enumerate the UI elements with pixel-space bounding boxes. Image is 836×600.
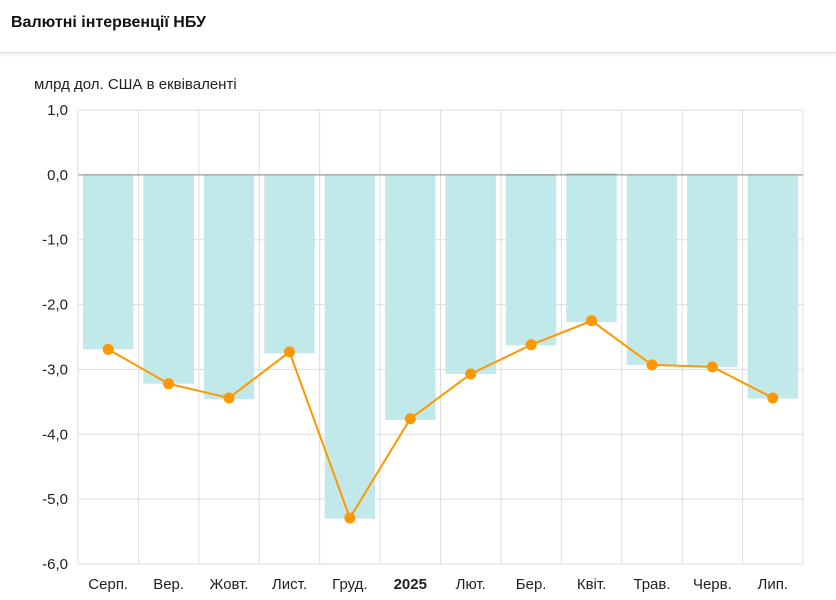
y-tick-label: -4,0 xyxy=(42,426,68,443)
x-tick-label: Лип. xyxy=(758,576,789,593)
x-tick-label: Лют. xyxy=(456,576,486,593)
bar-sales xyxy=(143,174,194,384)
net-point xyxy=(465,368,477,380)
header: Валютні інтервенції НБУ xyxy=(0,0,836,53)
x-tick-label: Трав. xyxy=(633,576,670,593)
bar-sales xyxy=(264,174,315,354)
net-point xyxy=(102,343,114,355)
net-point xyxy=(223,392,235,404)
net-point xyxy=(646,359,658,371)
bar-sales xyxy=(445,174,496,374)
x-tick-label: 2025 xyxy=(394,576,427,593)
bar-sales xyxy=(747,174,798,399)
bar-sales xyxy=(203,174,255,400)
net-point xyxy=(767,392,779,404)
y-tick-label: -6,0 xyxy=(42,556,68,573)
bar-sales xyxy=(83,174,134,350)
bar-sales xyxy=(385,174,436,421)
net-point xyxy=(163,378,175,390)
bar-sales xyxy=(324,174,376,519)
bar-sales xyxy=(505,174,557,346)
x-tick-label: Бер. xyxy=(516,576,547,593)
y-tick-label: -3,0 xyxy=(42,361,68,378)
net-point xyxy=(586,315,598,327)
net-point xyxy=(283,346,295,358)
net-point xyxy=(525,339,537,351)
bar-sales xyxy=(626,174,678,365)
net-point xyxy=(706,361,718,373)
net-point xyxy=(404,413,416,425)
y-tick-label: 0,0 xyxy=(47,167,68,184)
y-tick-label: -2,0 xyxy=(42,297,68,314)
x-tick-label: Черв. xyxy=(693,576,732,593)
bar-sales xyxy=(687,174,738,367)
bar-purchases xyxy=(566,173,617,176)
net-line xyxy=(107,319,774,521)
y-tick-label: 1,0 xyxy=(47,102,68,119)
x-tick-label: Лист. xyxy=(272,576,307,593)
y-tick-label: -1,0 xyxy=(42,232,68,249)
page-title: Валютні інтервенції НБУ xyxy=(11,14,206,31)
x-tick-label: Серп. xyxy=(88,576,128,593)
x-tick-label: Жовт. xyxy=(210,576,249,593)
y-tick-label: -5,0 xyxy=(42,491,68,508)
x-tick-label: Вер. xyxy=(153,576,184,593)
net-point xyxy=(344,512,356,524)
bar-sales xyxy=(566,174,617,323)
y-axis-label: млрд дол. США в еквіваленті xyxy=(34,76,237,93)
x-tick-label: Квіт. xyxy=(577,576,606,593)
x-tick-label: Груд. xyxy=(332,576,367,593)
